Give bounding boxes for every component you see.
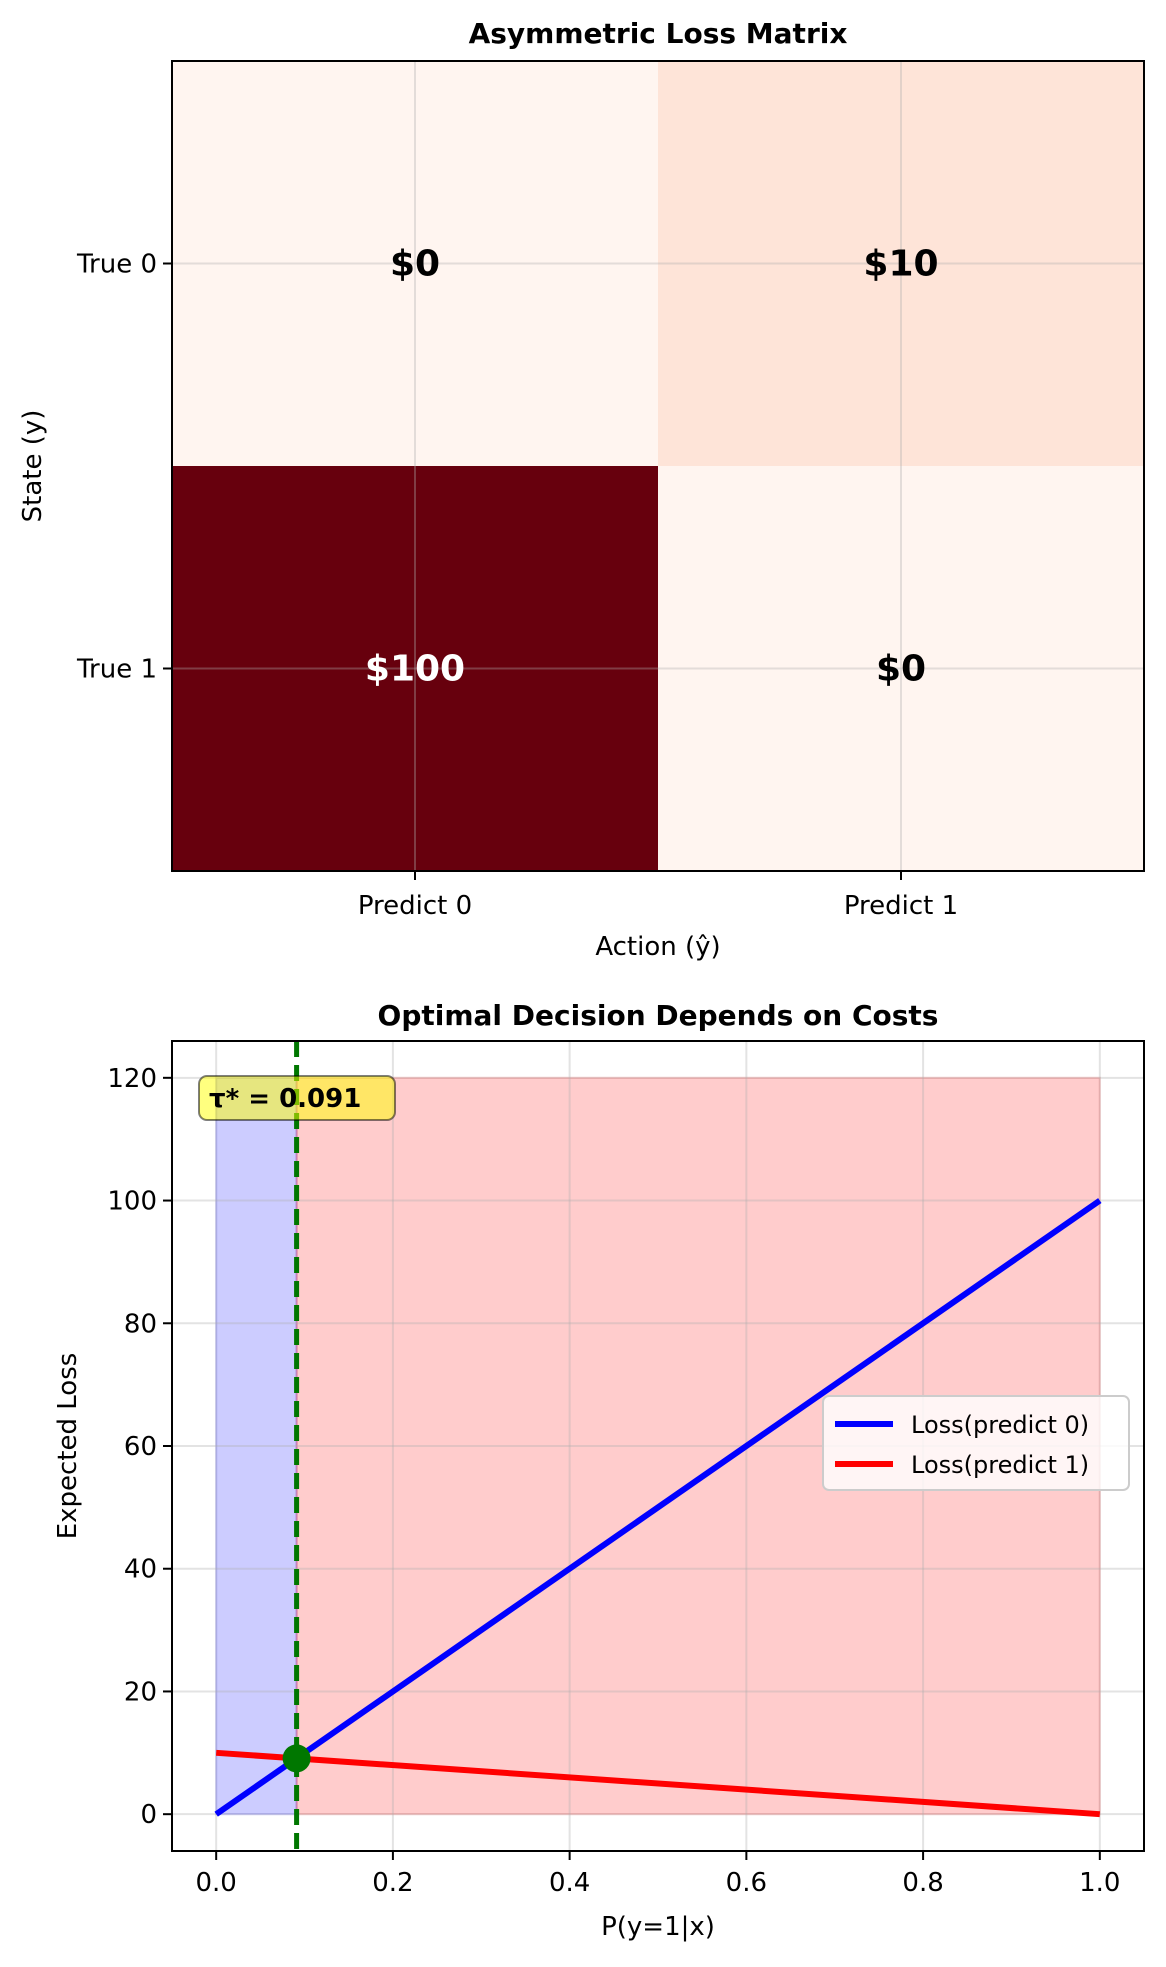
legend: Loss(predict 0) Loss(predict 1): [822, 1395, 1130, 1491]
line-chart-y-axis-label: Expected Loss: [53, 1353, 83, 1540]
x-tick-label: 0.8: [902, 1868, 943, 1898]
y-tick-label: 80: [124, 1309, 157, 1339]
y-tick-label: True 0: [76, 250, 157, 280]
x-tick-label: 0.4: [549, 1868, 590, 1898]
line-chart-title: Optimal Decision Depends on Costs: [378, 999, 939, 1032]
heatmap-cell: [658, 61, 1144, 466]
heatmap-cell-label: $10: [863, 244, 938, 285]
heatmap-cell-label: $0: [876, 649, 926, 690]
line-chart-y-ticks: 0 20 40 60 80 100 120: [107, 1064, 172, 1830]
loss-matrix-chart: Asymmetric Loss Matrix $0 $10 $100 $0 Predi…: [18, 17, 1145, 962]
y-tick-label: 100: [107, 1187, 157, 1217]
threshold-marker: τ* = 0.091: [198, 1041, 396, 1851]
heatmap-cells: [172, 61, 1144, 871]
x-tick-label: Predict 0: [358, 891, 472, 921]
line-chart-x-axis-label: P(y=1|x): [601, 1912, 715, 1942]
line-chart-x-ticks: 0.0 0.2 0.4 0.6 0.8 1.0: [196, 1851, 1120, 1898]
legend-label: Loss(predict 0): [911, 1411, 1089, 1439]
y-tick-label: 120: [107, 1064, 157, 1094]
heatmap-y-ticks: True 0 True 1: [76, 250, 172, 685]
heatmap-gridlines: [172, 61, 1144, 871]
heatmap-x-ticks: Predict 0 Predict 1: [358, 871, 958, 921]
x-tick-label: 0.6: [726, 1868, 767, 1898]
y-tick-label: 60: [124, 1432, 157, 1462]
series-line: [215, 1749, 1101, 1818]
legend-box: [822, 1395, 1130, 1491]
intersection-point: [282, 1744, 311, 1773]
heatmap-cell: [658, 466, 1144, 871]
series-line: [214, 1198, 1102, 1817]
threshold-annotation: τ* = 0.091: [209, 1084, 361, 1114]
x-tick-label: Predict 1: [844, 891, 958, 921]
x-tick-label: 0.0: [196, 1868, 237, 1898]
decision-region: [215, 1076, 298, 1816]
y-tick-label: 0: [140, 1800, 157, 1830]
heatmap-title: Asymmetric Loss Matrix: [469, 17, 848, 50]
x-tick-label: 1.0: [1079, 1868, 1120, 1898]
heatmap-cell-labels: $0 $10 $100 $0: [365, 244, 939, 690]
expected-loss-chart: Optimal Decision Depends on Costs τ* = 0…: [53, 999, 1145, 1942]
threshold-annotation-box: [198, 1075, 396, 1121]
x-tick-label: 0.2: [372, 1868, 413, 1898]
y-tick-label: 40: [124, 1555, 157, 1585]
heatmap-frame: [171, 60, 1145, 872]
loss-series: [214, 1198, 1102, 1818]
heatmap-cell: [172, 466, 658, 871]
legend-label: Loss(predict 1): [911, 1451, 1089, 1479]
heatmap-cell-label: $0: [390, 244, 440, 285]
y-tick-label: True 1: [76, 655, 157, 685]
heatmap-x-axis-label: Action (ŷ): [595, 932, 720, 962]
heatmap-y-axis-label: State (y): [18, 410, 48, 523]
y-tick-label: 20: [124, 1677, 157, 1707]
heatmap-cell-label: $100: [365, 649, 465, 690]
heatmap-cell: [172, 61, 658, 466]
